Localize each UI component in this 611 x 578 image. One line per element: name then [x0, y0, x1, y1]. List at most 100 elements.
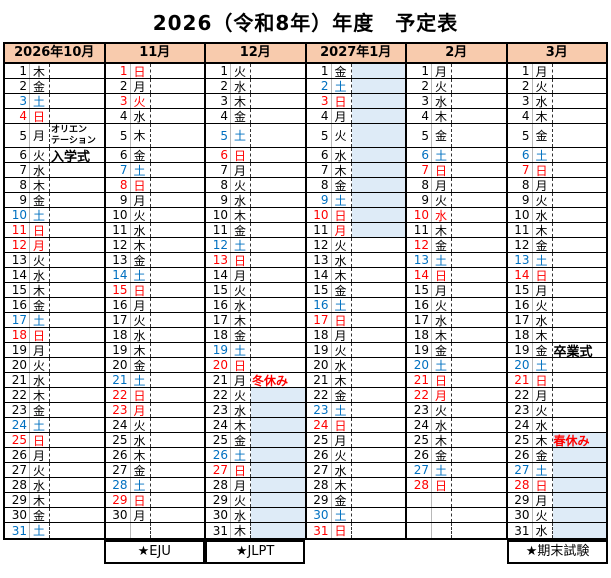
day-row: 18 木: [407, 328, 506, 343]
day-row: 10 水: [507, 208, 606, 223]
day-note-cell: [151, 448, 205, 462]
day-note-cell: [452, 193, 506, 207]
day-note-cell: [50, 223, 104, 237]
day-weekday-cell: 水: [30, 163, 50, 178]
day-weekday-cell: 火: [332, 124, 352, 147]
day-weekday-cell: 金: [533, 124, 553, 147]
day-weekday-cell: 土: [332, 508, 352, 523]
footer-slot: [3, 540, 104, 564]
day-note-cell: [452, 178, 506, 192]
day-note-cell: [452, 313, 506, 327]
day-row: 23 金: [5, 403, 104, 418]
day-number-cell: 21: [307, 373, 332, 387]
day-note-cell: [50, 448, 104, 462]
day-row: 31 水: [508, 523, 606, 538]
day-note-cell: [352, 268, 406, 282]
month-column: 12月 1 火 2 水 3 木 4 金 5 土 6 日 7 月 8 火 9 水 10 木 11 金 12 土 13 日 14 月 15 火 1…: [206, 44, 307, 538]
day-weekday-cell: 月: [30, 124, 50, 147]
day-weekday-cell: 土: [131, 163, 151, 178]
day-note-cell: [50, 178, 104, 192]
day-number-cell: 4: [307, 109, 332, 123]
day-note-cell: [553, 388, 607, 402]
day-number-cell: 8: [206, 178, 231, 192]
day-weekday-cell: 月: [533, 64, 553, 79]
day-row: 31 土: [5, 523, 104, 538]
day-weekday-cell: 日: [131, 493, 151, 508]
day-weekday-cell: 木: [533, 433, 553, 448]
day-note-cell: [553, 193, 607, 207]
day-number-cell: 10: [106, 208, 131, 222]
day-weekday-cell: 月: [332, 328, 352, 343]
day-number-cell: 10: [5, 208, 30, 222]
day-weekday-cell: 土: [131, 478, 151, 493]
day-weekday-cell: 火: [131, 208, 151, 223]
day-row: [407, 508, 506, 523]
footer-slot: [406, 540, 507, 564]
day-row: 17 土: [5, 313, 104, 328]
day-row: 27 水: [306, 463, 405, 478]
day-number-cell: 25: [307, 433, 332, 447]
exam-label-box: ★期末試験: [507, 540, 608, 564]
day-row: 21 月冬休み: [206, 373, 305, 388]
day-note-cell: [452, 268, 506, 282]
day-row: 14 土: [105, 268, 204, 283]
day-row: 24 土: [5, 418, 104, 433]
day-number-cell: 10: [307, 208, 332, 222]
day-number-cell: 12: [508, 238, 533, 252]
day-row: 21 土: [105, 373, 204, 388]
day-note-cell: [151, 124, 205, 147]
day-note-cell: [352, 328, 406, 342]
day-weekday-cell: 火: [432, 79, 452, 94]
day-note-cell: [553, 403, 607, 417]
day-number-cell: 21: [106, 373, 131, 387]
day-note-cell: [352, 418, 406, 432]
day-weekday-cell: 木: [231, 94, 251, 109]
day-weekday-cell: 日: [332, 523, 352, 538]
day-weekday-cell: 日: [533, 268, 553, 283]
day-weekday-cell: 火: [231, 178, 251, 193]
day-note-cell: [151, 358, 205, 372]
day-number-cell: 24: [307, 418, 332, 432]
calendar-wrap: 2026年10月 1 木 2 金 3 土 4 日 5 月オリエン テーション 6 火入学式 7 水 8 木 9 金 1…: [3, 42, 608, 564]
day-note-cell: [50, 343, 104, 357]
day-weekday-cell: 火: [432, 403, 452, 418]
day-note-cell: [352, 358, 406, 372]
day-number-cell: 13: [206, 253, 231, 267]
day-note-cell: [151, 64, 205, 78]
day-number-cell: 16: [5, 298, 30, 312]
day-number-cell: 20: [407, 358, 432, 372]
day-row: 25 木春休み: [507, 433, 606, 448]
day-note-cell: [151, 328, 205, 342]
day-row: 20 水: [306, 358, 406, 373]
day-row: 19 土: [206, 343, 305, 358]
day-number-cell: 5: [407, 124, 432, 147]
day-number-cell: 14: [407, 268, 432, 282]
day-weekday-cell: 月: [432, 283, 452, 298]
day-row: 27 火: [5, 463, 104, 478]
day-weekday-cell: 水: [533, 313, 553, 328]
day-note-cell: [151, 313, 205, 327]
day-number-cell: 15: [206, 283, 231, 297]
day-number-cell: 16: [206, 298, 231, 312]
day-weekday-cell: 金: [332, 493, 352, 508]
day-number-cell: 21: [206, 373, 231, 387]
day-row: 24 木: [206, 418, 305, 433]
day-weekday-cell: 金: [432, 238, 452, 253]
month-header: 2027年1月: [306, 44, 405, 64]
day-row: 15 金: [306, 283, 405, 298]
day-weekday-cell: 日: [231, 463, 251, 478]
day-note-cell: [251, 418, 305, 432]
day-note-cell: [553, 283, 607, 297]
day-weekday-cell: 水: [231, 79, 251, 94]
day-number-cell: 17: [407, 313, 432, 327]
day-note-cell: 春休み: [552, 433, 606, 447]
day-number-cell: 26: [407, 448, 432, 462]
day-number-cell: 23: [508, 403, 533, 417]
